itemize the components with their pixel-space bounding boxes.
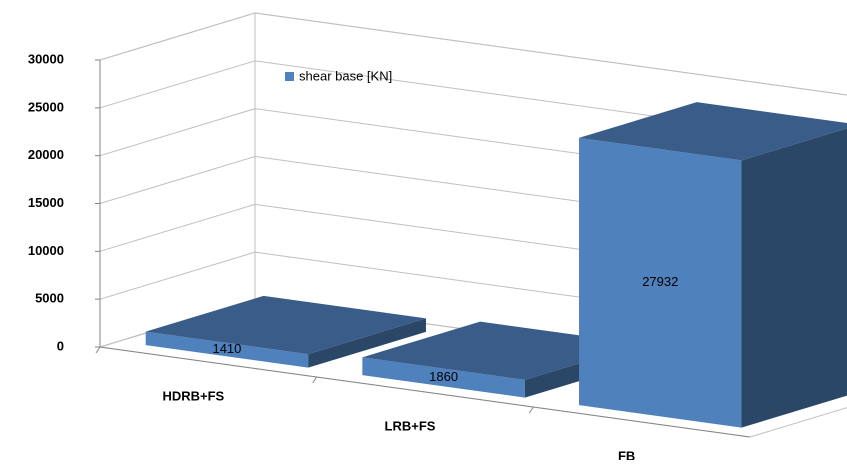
legend-swatch (285, 72, 294, 81)
bar-top (145, 295, 426, 355)
y-tick-label: 30000 (28, 51, 64, 66)
bar-front (362, 357, 525, 398)
y-tick-label: 20000 (28, 147, 64, 162)
y-tick-label: 25000 (28, 99, 64, 114)
bar-front (145, 331, 309, 368)
bar (145, 295, 426, 368)
legend-label: shear base [KN] (299, 68, 392, 83)
x-tick-label: FB (618, 448, 635, 460)
data-label: 27932 (642, 274, 678, 289)
bar-top (362, 321, 643, 380)
bar (362, 321, 643, 398)
y-tick-label: 5000 (35, 291, 64, 306)
data-label: 1410 (212, 341, 241, 356)
x-tick-label: LRB+FS (385, 418, 436, 433)
bar-front (579, 137, 742, 428)
x-tick-mark (95, 346, 101, 354)
bar-top (579, 102, 847, 161)
bar (579, 102, 847, 428)
x-axis (99, 346, 751, 438)
bar-side (741, 128, 847, 428)
data-label: 1860 (429, 369, 458, 384)
x-tick-mark (528, 406, 534, 414)
x-tick-label: HDRB+FS (162, 388, 224, 403)
x-tick-mark (312, 376, 318, 384)
bar-side (308, 318, 426, 368)
y-tick-label: 0 (57, 338, 64, 353)
y-tick-label: 15000 (28, 195, 64, 210)
grid-line (99, 12, 847, 96)
y-tick-label: 10000 (28, 243, 64, 258)
